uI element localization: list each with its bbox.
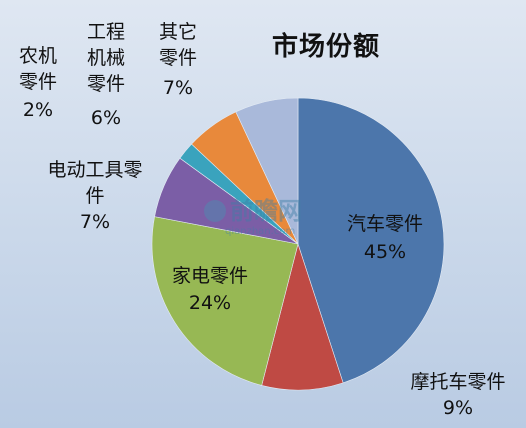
slice-category-label: 农机零件: [19, 45, 57, 93]
slice-category-label: 汽车零件: [347, 213, 423, 235]
slice-percent-label: 24%: [189, 292, 231, 314]
pie-slice: [151, 216, 299, 386]
slice-percent-label: 45%: [364, 241, 406, 263]
slice-percent-label: 2%: [23, 99, 53, 121]
pie-slice: [261, 242, 344, 391]
slice-category-label: 家电零件: [172, 265, 248, 287]
pie-slice: [297, 97, 445, 384]
slice-percent-label: 9%: [443, 397, 473, 419]
watermark-main: 前瞻网: [230, 197, 302, 225]
pie-slice: [235, 97, 299, 245]
slice-category-label: 工程机械零件: [87, 21, 125, 95]
slice-category-label: 摩托车零件: [410, 371, 505, 393]
slice-percent-label: 7%: [163, 77, 193, 99]
slice-category-label: 其它零件: [159, 21, 197, 69]
slice-category-label: 电动工具零件: [47, 159, 142, 207]
watermark-sub: qianzhan.com: [225, 226, 295, 237]
slice-percent-label: 6%: [91, 107, 121, 129]
chart-title: 市场份额: [272, 32, 381, 62]
watermark-logo-icon: [204, 200, 226, 222]
watermark: 前瞻网 qianzhan.com: [204, 197, 302, 237]
slice-percent-label: 7%: [80, 211, 110, 233]
